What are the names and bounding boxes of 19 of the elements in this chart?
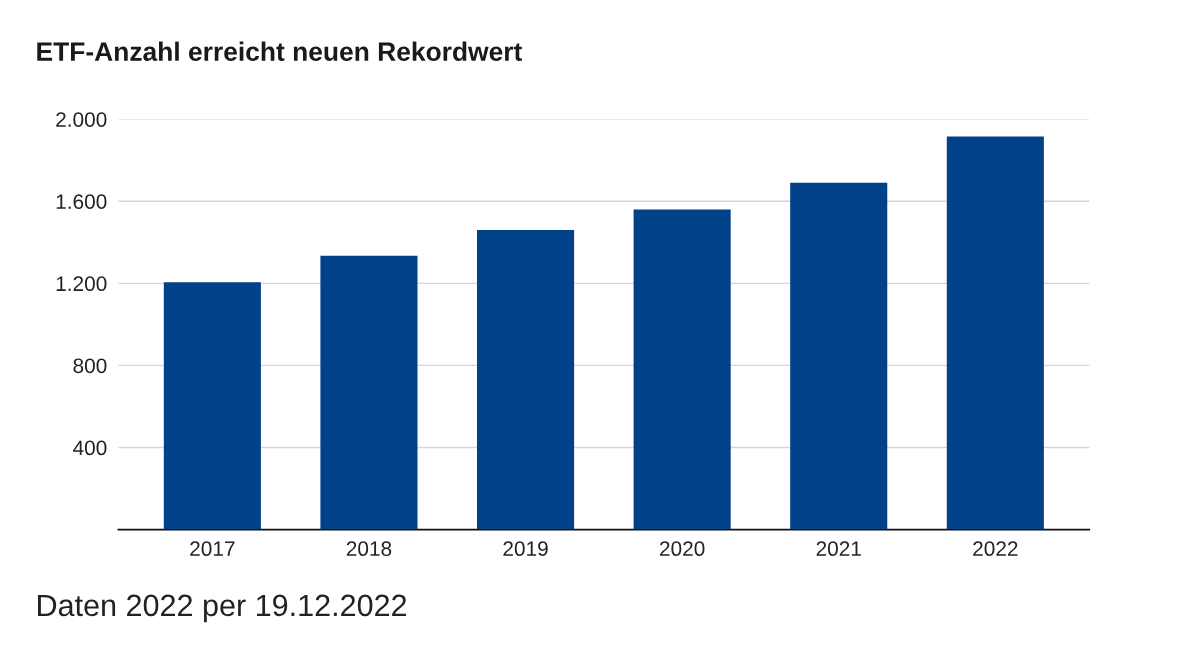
text: Daten 2022 per 19.12.2022 [38,594,407,623]
y-tick-label: 2.000 [56,112,107,127]
bar [477,229,575,530]
x-tick-label: 2019 [503,541,548,557]
x-tick-label: 2017 [190,541,235,557]
bar [320,255,418,530]
x-tick-label: 2022 [973,541,1018,557]
bar [633,209,731,530]
x-tick-label: 2021 [816,541,861,557]
chart-title: ETF-Anzahl erreicht neuen Rekordwert [37,41,523,61]
bar [163,282,261,530]
x-tick-label: 2020 [660,541,705,557]
y-tick-label: 400 [73,440,107,456]
bar [790,182,888,530]
bar [946,136,1044,530]
y-tick-label: 1.600 [56,194,107,209]
y-tick-label: 1.200 [56,276,107,292]
y-tick-label: 800 [73,358,107,374]
x-tick-label: 2018 [346,541,392,557]
